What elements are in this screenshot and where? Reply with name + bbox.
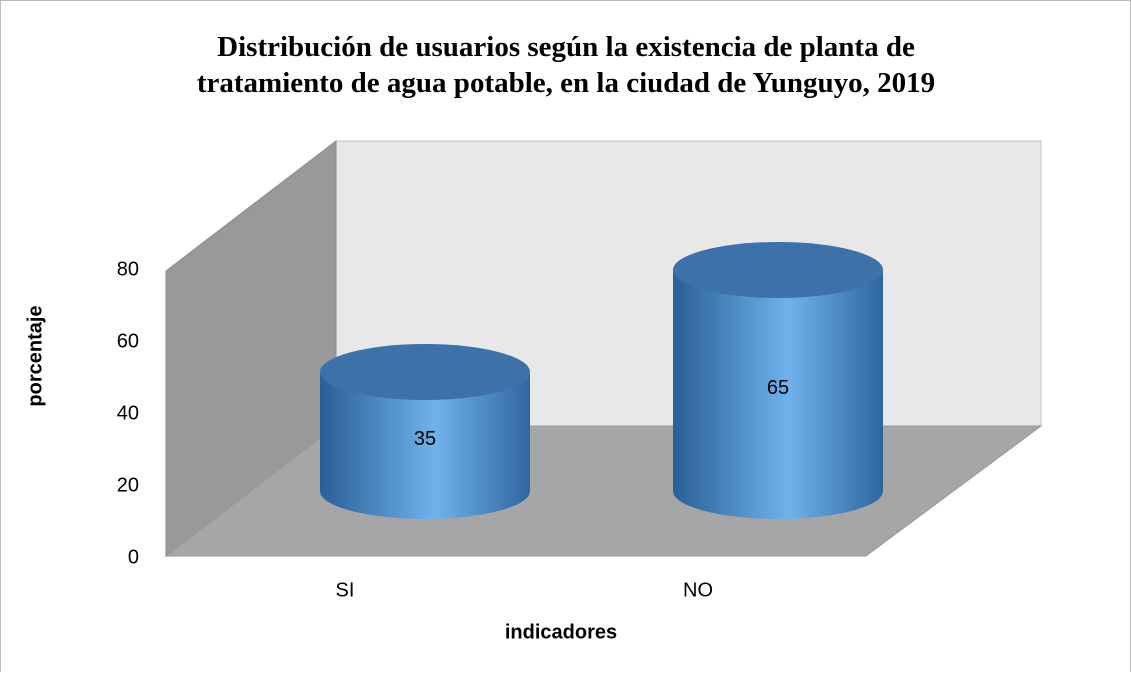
y-tick-label: 40 <box>117 402 139 424</box>
chart-title: Distribución de usuarios según la existe… <box>196 31 936 99</box>
y-tick-label: 0 <box>128 546 139 568</box>
x-tick-label: SI <box>336 579 355 601</box>
bar-top <box>673 242 883 298</box>
x-tick-label: NO <box>683 579 713 601</box>
y-tick-label: 80 <box>117 258 139 280</box>
data-label: 65 <box>767 377 789 399</box>
y-tick-label: 20 <box>117 474 139 496</box>
y-axis-label: porcentaje <box>24 305 46 406</box>
bar-top <box>320 344 530 400</box>
bar-body <box>673 270 883 519</box>
y-tick-label: 60 <box>117 330 139 352</box>
bar <box>673 242 883 519</box>
bar-body <box>320 372 530 519</box>
data-label: 35 <box>414 428 436 450</box>
bar <box>320 344 530 519</box>
x-axis-label: indicadores <box>505 621 617 643</box>
